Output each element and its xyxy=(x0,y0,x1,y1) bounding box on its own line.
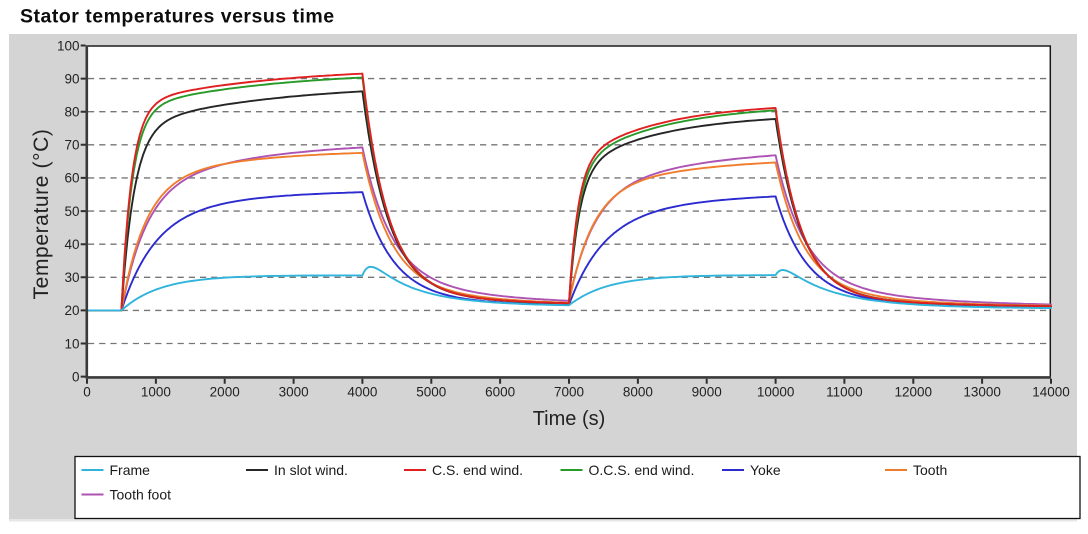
svg-text:Tooth foot: Tooth foot xyxy=(110,487,172,503)
svg-text:100: 100 xyxy=(57,38,80,53)
svg-text:0: 0 xyxy=(72,369,80,384)
svg-text:9000: 9000 xyxy=(692,385,722,400)
svg-text:8000: 8000 xyxy=(623,385,653,400)
svg-text:7000: 7000 xyxy=(554,385,584,400)
svg-text:11000: 11000 xyxy=(826,385,863,400)
svg-text:80: 80 xyxy=(64,105,79,120)
svg-text:Time (s): Time (s) xyxy=(533,408,606,430)
svg-text:In slot wind.: In slot wind. xyxy=(274,462,348,478)
svg-text:30: 30 xyxy=(64,270,79,285)
svg-text:2000: 2000 xyxy=(210,385,240,400)
svg-text:10: 10 xyxy=(64,336,79,351)
svg-text:14000: 14000 xyxy=(1032,385,1070,400)
svg-text:13000: 13000 xyxy=(963,385,1001,400)
svg-text:Frame: Frame xyxy=(110,462,151,478)
svg-text:O.C.S. end wind.: O.C.S. end wind. xyxy=(589,462,695,478)
svg-text:60: 60 xyxy=(64,171,79,186)
svg-text:40: 40 xyxy=(64,237,79,252)
svg-text:Stator temperatures versus tim: Stator temperatures versus time xyxy=(20,6,335,28)
svg-text:0: 0 xyxy=(83,385,91,400)
svg-text:Yoke: Yoke xyxy=(750,462,781,478)
svg-text:3000: 3000 xyxy=(279,385,309,400)
svg-text:10000: 10000 xyxy=(757,385,795,400)
svg-text:Temperature (°C): Temperature (°C) xyxy=(30,129,53,300)
svg-text:50: 50 xyxy=(64,204,79,219)
svg-text:C.S. end wind.: C.S. end wind. xyxy=(432,462,523,478)
svg-text:4000: 4000 xyxy=(347,385,377,400)
svg-text:5000: 5000 xyxy=(416,385,446,400)
svg-text:20: 20 xyxy=(64,303,79,318)
svg-text:12000: 12000 xyxy=(895,385,933,400)
svg-text:70: 70 xyxy=(64,138,79,153)
svg-text:90: 90 xyxy=(64,71,79,86)
svg-text:1000: 1000 xyxy=(141,385,171,400)
svg-text:Tooth: Tooth xyxy=(913,462,947,478)
svg-text:6000: 6000 xyxy=(485,385,515,400)
